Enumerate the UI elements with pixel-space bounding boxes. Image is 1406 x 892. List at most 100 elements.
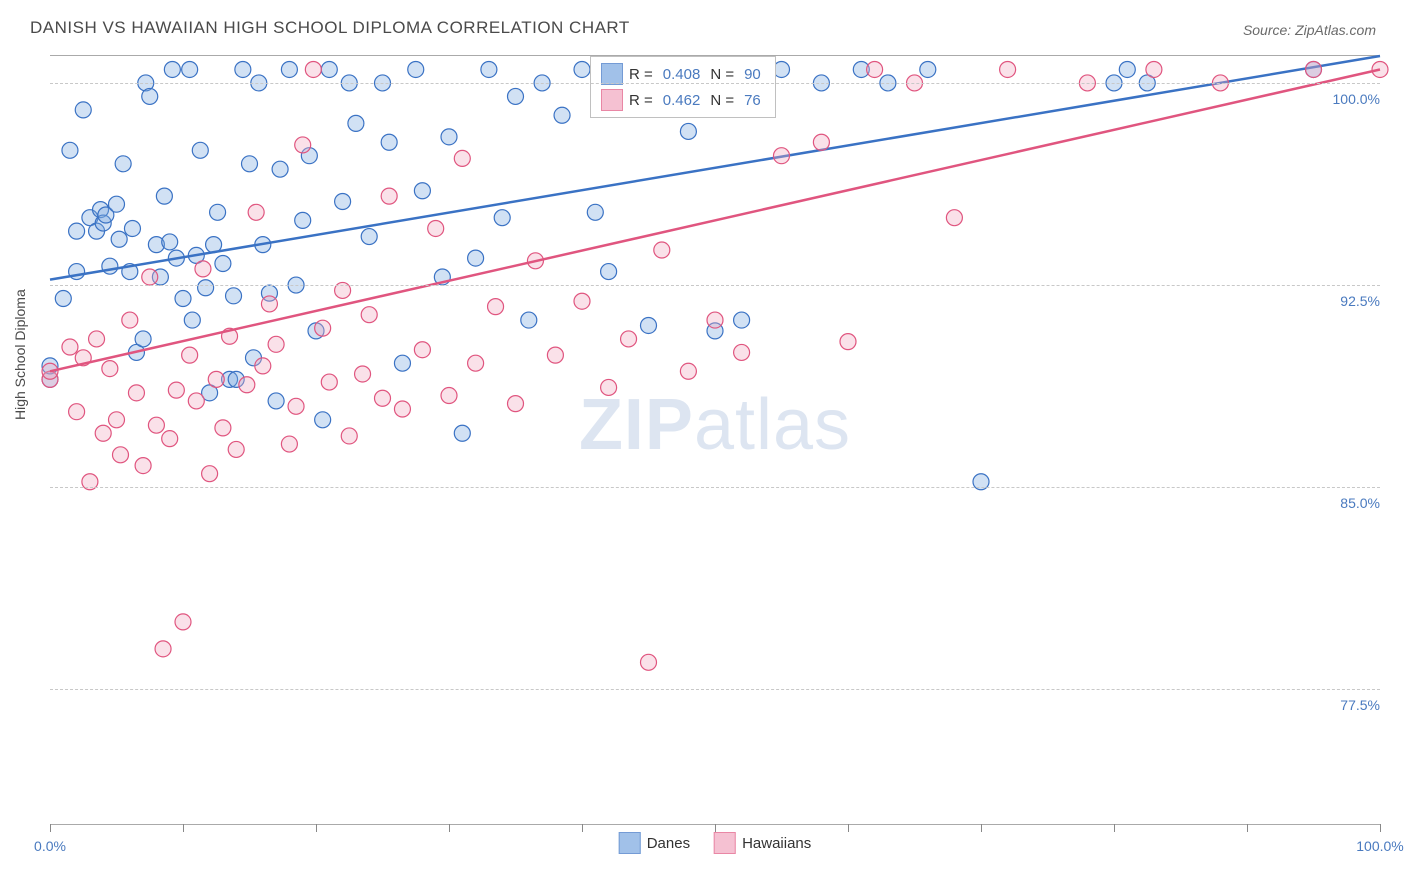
xtick	[715, 824, 716, 832]
data-point	[184, 312, 200, 328]
legend-item-danes: Danes	[619, 832, 690, 854]
data-point	[1306, 61, 1322, 77]
data-point	[215, 420, 231, 436]
data-point	[414, 342, 430, 358]
data-point	[361, 307, 377, 323]
data-point	[641, 654, 657, 670]
n-value-danes: 90	[744, 66, 761, 83]
data-point	[111, 231, 127, 247]
data-point	[454, 150, 470, 166]
data-point	[109, 196, 125, 212]
data-point	[494, 210, 510, 226]
data-point	[341, 428, 357, 444]
data-point	[156, 188, 172, 204]
data-point	[281, 436, 297, 452]
data-point	[164, 61, 180, 77]
data-point	[574, 61, 590, 77]
xtick	[1380, 824, 1381, 832]
data-point	[112, 447, 128, 463]
data-point	[521, 312, 537, 328]
data-point	[321, 374, 337, 390]
data-point	[587, 204, 603, 220]
data-point	[122, 312, 138, 328]
data-point	[109, 412, 125, 428]
data-point	[198, 280, 214, 296]
ytick-label: 100.0%	[1331, 91, 1382, 107]
data-point	[242, 156, 258, 172]
legend-item-hawaiians: Hawaiians	[714, 832, 811, 854]
data-point	[182, 61, 198, 77]
data-point	[295, 212, 311, 228]
r-label: R =	[629, 66, 653, 83]
gridline	[50, 689, 1380, 690]
data-point	[394, 355, 410, 371]
data-point	[124, 220, 140, 236]
chart-title: DANISH VS HAWAIIAN HIGH SCHOOL DIPLOMA C…	[30, 18, 630, 38]
data-point	[135, 331, 151, 347]
data-point	[162, 431, 178, 447]
xtick	[848, 824, 849, 832]
legend-label-danes: Danes	[647, 835, 690, 852]
data-point	[508, 88, 524, 104]
data-point	[601, 264, 617, 280]
data-point	[235, 61, 251, 77]
data-point	[707, 312, 723, 328]
data-point	[621, 331, 637, 347]
data-point	[394, 401, 410, 417]
data-point	[102, 361, 118, 377]
data-point	[128, 385, 144, 401]
data-point	[182, 347, 198, 363]
data-point	[840, 334, 856, 350]
data-point	[508, 396, 524, 412]
data-point	[175, 614, 191, 630]
data-point	[946, 210, 962, 226]
ytick-label: 85.0%	[1338, 495, 1382, 511]
data-point	[195, 261, 211, 277]
legend-row-hawaiians: R = 0.462 N = 76	[601, 87, 765, 113]
data-point	[192, 142, 208, 158]
data-point	[148, 417, 164, 433]
xtick	[1247, 824, 1248, 832]
data-point	[115, 156, 131, 172]
data-point	[135, 458, 151, 474]
data-point	[348, 115, 364, 131]
data-point	[375, 390, 391, 406]
n-label: N =	[710, 66, 734, 83]
data-point	[226, 288, 242, 304]
gridline	[50, 285, 1380, 286]
r-value-danes: 0.408	[663, 66, 701, 83]
data-point	[734, 344, 750, 360]
data-point	[305, 61, 321, 77]
legend-swatch-hawaiians	[601, 89, 623, 111]
data-point	[441, 388, 457, 404]
data-point	[315, 320, 331, 336]
r-label: R =	[629, 92, 653, 109]
data-point	[381, 134, 397, 150]
xtick	[1114, 824, 1115, 832]
data-point	[162, 234, 178, 250]
data-point	[268, 336, 284, 352]
data-point	[261, 296, 277, 312]
data-point	[188, 393, 204, 409]
data-point	[239, 377, 255, 393]
data-point	[69, 223, 85, 239]
data-point	[210, 204, 226, 220]
data-point	[554, 107, 570, 123]
gridline	[50, 83, 1380, 84]
data-point	[62, 339, 78, 355]
data-point	[441, 129, 457, 145]
data-point	[774, 148, 790, 164]
data-point	[75, 102, 91, 118]
legend-swatch-icon	[714, 832, 736, 854]
data-point	[335, 194, 351, 210]
scatter-svg	[50, 56, 1380, 824]
data-point	[774, 61, 790, 77]
data-point	[202, 466, 218, 482]
data-point	[1000, 61, 1016, 77]
ytick-label: 77.5%	[1338, 697, 1382, 713]
data-point	[228, 441, 244, 457]
correlation-legend: R = 0.408 N = 90 R = 0.462 N = 76	[590, 56, 776, 118]
xtick	[582, 824, 583, 832]
data-point	[468, 250, 484, 266]
source-label: Source: ZipAtlas.com	[1243, 22, 1376, 38]
